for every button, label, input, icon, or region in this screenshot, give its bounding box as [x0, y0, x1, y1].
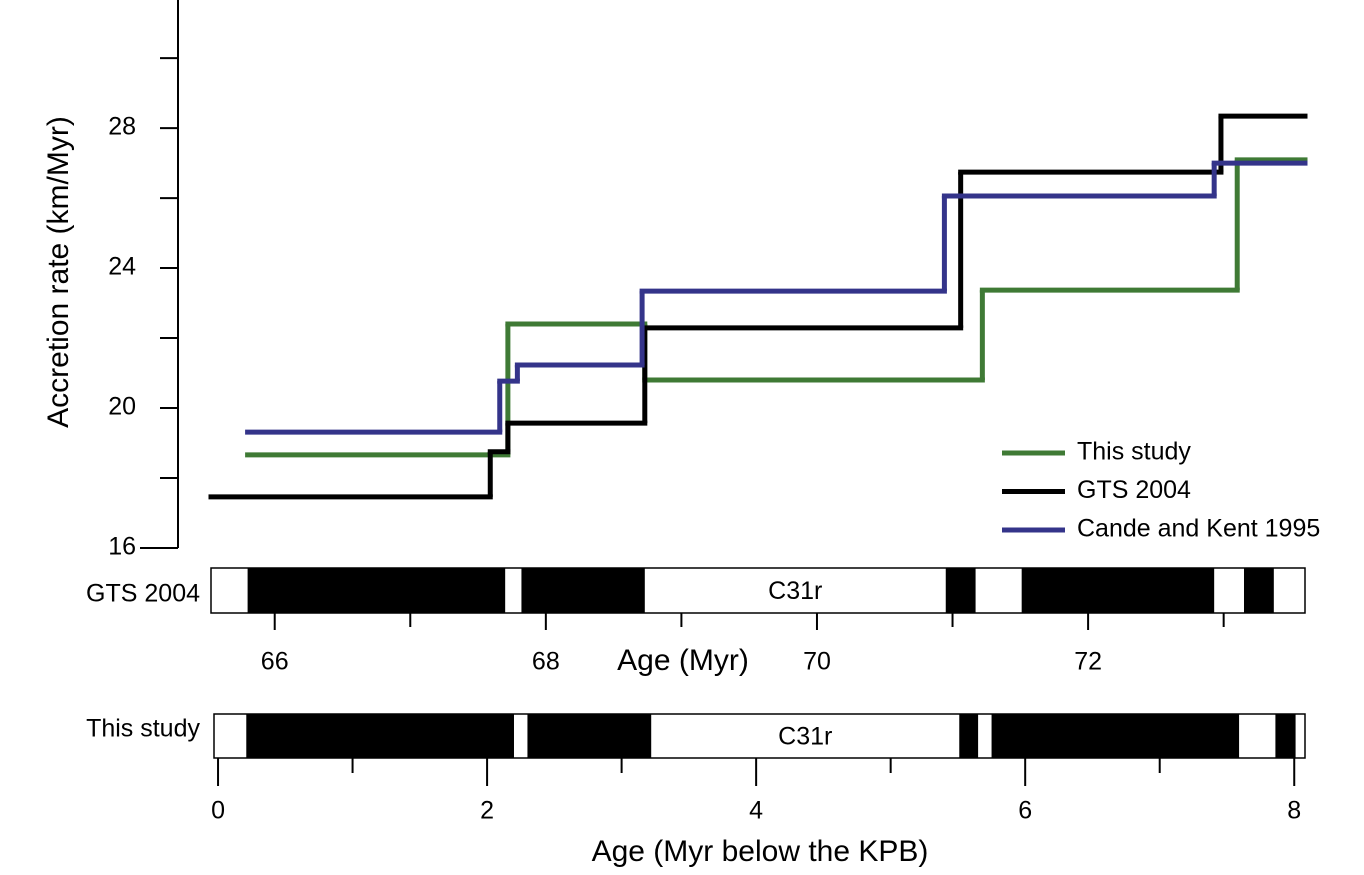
x-tick-label: 0 — [211, 797, 225, 825]
x-tick-label: 72 — [1074, 648, 1102, 676]
x-axis-label: Age (Myr) — [617, 644, 749, 677]
y-axis-label: Accretion rate (km/Myr) — [42, 116, 75, 428]
y-tick-label: 16 — [108, 533, 136, 561]
chron — [1021, 568, 1215, 613]
chron-label: C32n.2n — [1068, 723, 1163, 751]
chron — [1243, 568, 1274, 613]
chron — [959, 714, 979, 758]
y-tick-label: 28 — [108, 113, 136, 141]
x-tick-label: 2 — [480, 797, 494, 825]
x-tick-label: 66 — [261, 648, 289, 676]
x-tick-label: 68 — [532, 648, 560, 676]
x-tick-label: 8 — [1287, 797, 1301, 825]
x-tick-label: 4 — [749, 797, 763, 825]
timescale-name: This study — [86, 715, 200, 743]
chron — [527, 714, 652, 758]
chron-label: C30n — [347, 577, 407, 605]
chron — [521, 568, 645, 613]
legend-label: Cande and Kent 1995 — [1077, 515, 1320, 543]
x-tick-label: 70 — [803, 648, 831, 676]
chron-label: C30n — [350, 723, 410, 751]
y-tick-label: 20 — [108, 393, 136, 421]
y-tick-label: 24 — [108, 253, 136, 281]
chron-label: C31n — [553, 577, 613, 605]
chron-label: C32n.2n — [1071, 577, 1166, 605]
chron-label: C31n — [559, 723, 619, 751]
x-tick-label: 6 — [1018, 797, 1032, 825]
legend-label: GTS 2004 — [1077, 476, 1191, 504]
legend-label: This study — [1077, 438, 1191, 466]
chron-label: C31r — [768, 577, 822, 605]
chron-label: C31r — [778, 723, 832, 751]
chron — [247, 568, 506, 613]
chron — [991, 714, 1240, 758]
chron — [945, 568, 976, 613]
chron — [246, 714, 514, 758]
chron — [1275, 714, 1296, 758]
x-axis-label: Age (Myr below the KPB) — [592, 835, 929, 868]
timescale-name: GTS 2004 — [86, 580, 200, 608]
